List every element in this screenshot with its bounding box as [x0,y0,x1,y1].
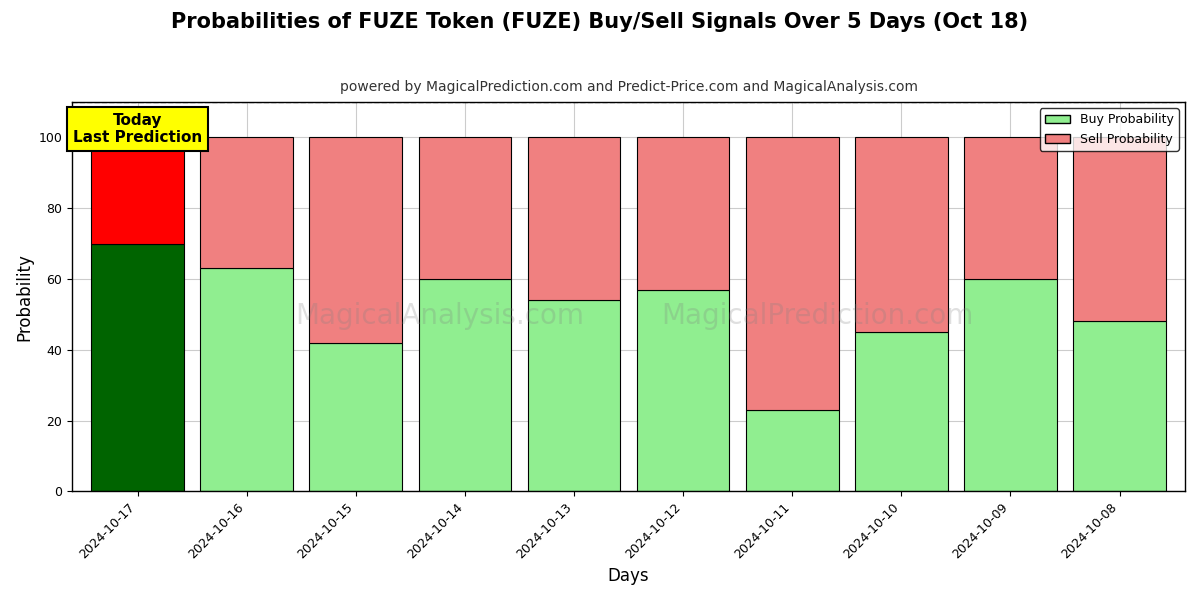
Bar [964,279,1057,491]
Y-axis label: Probability: Probability [16,253,34,341]
Text: Probabilities of FUZE Token (FUZE) Buy/Sell Signals Over 5 Days (Oct 18): Probabilities of FUZE Token (FUZE) Buy/S… [172,12,1028,32]
Bar [200,268,293,491]
Bar [1073,322,1166,491]
Text: MagicalPrediction.com: MagicalPrediction.com [661,302,974,330]
Bar [310,137,402,343]
Bar [964,137,1057,279]
Bar [1073,137,1166,322]
Legend: Buy Probability, Sell Probability: Buy Probability, Sell Probability [1040,109,1178,151]
Bar [310,343,402,491]
Bar [200,137,293,268]
Title: powered by MagicalPrediction.com and Predict-Price.com and MagicalAnalysis.com: powered by MagicalPrediction.com and Pre… [340,80,918,94]
Bar [419,279,511,491]
Bar [419,137,511,279]
Bar [746,410,839,491]
Bar [854,332,948,491]
Bar [91,137,184,244]
Bar [528,300,620,491]
Bar [854,137,948,332]
Bar [91,244,184,491]
Bar [746,137,839,410]
Bar [637,137,730,290]
Bar [528,137,620,300]
Bar [637,290,730,491]
Text: Today
Last Prediction: Today Last Prediction [73,113,203,145]
Text: MagicalAnalysis.com: MagicalAnalysis.com [295,302,584,330]
X-axis label: Days: Days [607,567,649,585]
